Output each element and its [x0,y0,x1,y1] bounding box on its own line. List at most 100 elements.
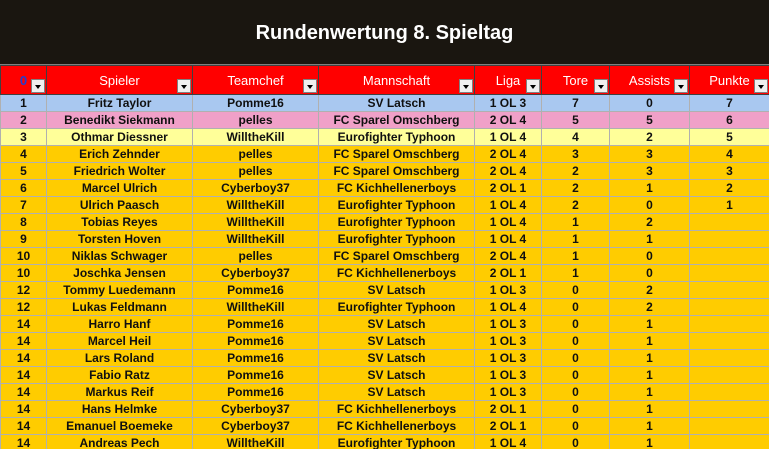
cell-mannschaft[interactable]: SV Latsch [318,281,475,299]
column-header-mannschaft[interactable]: Mannschaft [318,65,475,95]
cell-rank[interactable]: 10 [0,264,47,282]
cell-assists[interactable]: 1 [609,417,690,435]
cell-mannschaft[interactable]: SV Latsch [318,332,475,350]
cell-spieler[interactable]: Lukas Feldmann [46,298,193,316]
cell-liga[interactable]: 1 OL 4 [474,196,542,214]
cell-spieler[interactable]: Harro Hanf [46,315,193,333]
cell-spieler[interactable]: Fabio Ratz [46,366,193,384]
cell-punkte[interactable]: 5 [689,128,769,146]
cell-mannschaft[interactable]: FC Kichhellenerboys [318,400,475,418]
column-header-liga[interactable]: Liga [474,65,542,95]
filter-dropdown-icon[interactable] [177,79,191,93]
cell-teamchef[interactable]: WilltheKill [192,213,319,231]
cell-assists[interactable]: 2 [609,128,690,146]
cell-teamchef[interactable]: Pomme16 [192,94,319,112]
cell-mannschaft[interactable]: FC Kichhellenerboys [318,179,475,197]
cell-liga[interactable]: 1 OL 3 [474,349,542,367]
cell-mannschaft[interactable]: FC Kichhellenerboys [318,264,475,282]
cell-spieler[interactable]: Lars Roland [46,349,193,367]
column-header-assists[interactable]: Assists [609,65,690,95]
column-header-spieler[interactable]: Spieler [46,65,193,95]
cell-punkte[interactable] [689,298,769,316]
cell-teamchef[interactable]: Pomme16 [192,315,319,333]
cell-spieler[interactable]: Fritz Taylor [46,94,193,112]
column-header-tore[interactable]: Tore [541,65,610,95]
cell-mannschaft[interactable]: FC Kichhellenerboys [318,417,475,435]
cell-assists[interactable]: 1 [609,434,690,449]
cell-mannschaft[interactable]: FC Sparel Omschberg [318,162,475,180]
column-header-punkte[interactable]: Punkte [689,65,769,95]
cell-spieler[interactable]: Emanuel Boemeke [46,417,193,435]
cell-spieler[interactable]: Erich Zehnder [46,145,193,163]
cell-mannschaft[interactable]: SV Latsch [318,349,475,367]
cell-assists[interactable]: 1 [609,315,690,333]
cell-teamchef[interactable]: WilltheKill [192,230,319,248]
cell-teamchef[interactable]: pelles [192,145,319,163]
cell-tore[interactable]: 0 [541,332,610,350]
cell-tore[interactable]: 0 [541,400,610,418]
cell-liga[interactable]: 2 OL 1 [474,417,542,435]
cell-punkte[interactable] [689,434,769,449]
cell-punkte[interactable] [689,417,769,435]
cell-liga[interactable]: 1 OL 4 [474,213,542,231]
cell-teamchef[interactable]: Pomme16 [192,366,319,384]
cell-punkte[interactable] [689,213,769,231]
cell-tore[interactable]: 0 [541,349,610,367]
cell-mannschaft[interactable]: FC Sparel Omschberg [318,145,475,163]
cell-punkte[interactable] [689,264,769,282]
cell-liga[interactable]: 1 OL 4 [474,298,542,316]
cell-spieler[interactable]: Markus Reif [46,383,193,401]
cell-assists[interactable]: 0 [609,247,690,265]
cell-rank[interactable]: 3 [0,128,47,146]
cell-liga[interactable]: 2 OL 4 [474,145,542,163]
cell-spieler[interactable]: Torsten Hoven [46,230,193,248]
cell-assists[interactable]: 1 [609,179,690,197]
cell-liga[interactable]: 2 OL 4 [474,111,542,129]
cell-teamchef[interactable]: Pomme16 [192,281,319,299]
cell-assists[interactable]: 5 [609,111,690,129]
cell-punkte[interactable]: 3 [689,162,769,180]
cell-spieler[interactable]: Friedrich Wolter [46,162,193,180]
cell-mannschaft[interactable]: Eurofighter Typhoon [318,230,475,248]
cell-assists[interactable]: 1 [609,349,690,367]
cell-teamchef[interactable]: Cyberboy37 [192,400,319,418]
cell-tore[interactable]: 0 [541,366,610,384]
cell-teamchef[interactable]: WilltheKill [192,298,319,316]
cell-mannschaft[interactable]: Eurofighter Typhoon [318,128,475,146]
cell-punkte[interactable]: 7 [689,94,769,112]
cell-rank[interactable]: 12 [0,298,47,316]
cell-punkte[interactable] [689,349,769,367]
cell-mannschaft[interactable]: SV Latsch [318,315,475,333]
filter-dropdown-icon[interactable] [31,79,45,93]
cell-liga[interactable]: 2 OL 1 [474,400,542,418]
cell-tore[interactable]: 1 [541,264,610,282]
cell-mannschaft[interactable]: SV Latsch [318,366,475,384]
cell-teamchef[interactable]: WilltheKill [192,434,319,449]
cell-assists[interactable]: 2 [609,298,690,316]
cell-assists[interactable]: 1 [609,383,690,401]
cell-rank[interactable]: 14 [0,383,47,401]
cell-mannschaft[interactable]: Eurofighter Typhoon [318,434,475,449]
cell-rank[interactable]: 6 [0,179,47,197]
cell-liga[interactable]: 1 OL 3 [474,332,542,350]
cell-liga[interactable]: 2 OL 4 [474,162,542,180]
cell-tore[interactable]: 0 [541,315,610,333]
cell-tore[interactable]: 7 [541,94,610,112]
cell-teamchef[interactable]: Pomme16 [192,349,319,367]
cell-liga[interactable]: 1 OL 4 [474,128,542,146]
cell-rank[interactable]: 1 [0,94,47,112]
cell-assists[interactable]: 2 [609,281,690,299]
column-header-teamchef[interactable]: Teamchef [192,65,319,95]
filter-dropdown-icon[interactable] [594,79,608,93]
column-header-rank[interactable]: 0 [0,65,47,95]
cell-liga[interactable]: 1 OL 3 [474,281,542,299]
cell-teamchef[interactable]: pelles [192,247,319,265]
cell-rank[interactable]: 14 [0,332,47,350]
cell-teamchef[interactable]: Cyberboy37 [192,264,319,282]
cell-teamchef[interactable]: Pomme16 [192,332,319,350]
cell-tore[interactable]: 2 [541,179,610,197]
cell-teamchef[interactable]: Cyberboy37 [192,417,319,435]
cell-tore[interactable]: 0 [541,434,610,449]
cell-spieler[interactable]: Tommy Luedemann [46,281,193,299]
cell-spieler[interactable]: Niklas Schwager [46,247,193,265]
